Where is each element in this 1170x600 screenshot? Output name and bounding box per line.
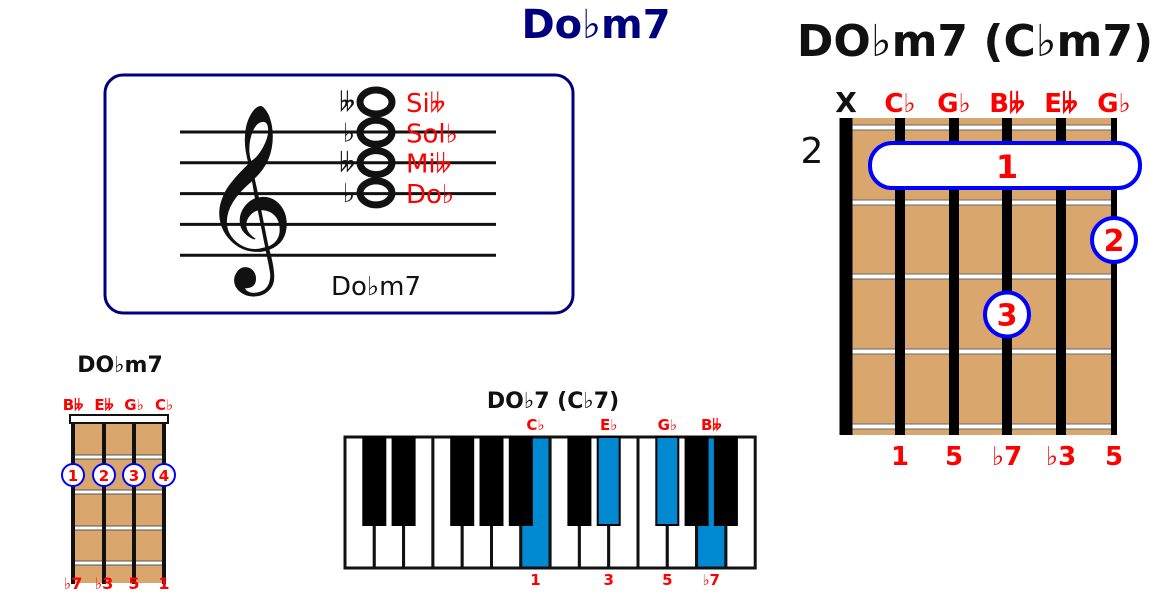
piano-note-label: C♭: [526, 416, 544, 434]
piano-black-key: [713, 436, 738, 526]
whole-note: [356, 116, 396, 148]
guitar-string-note: B𝄫: [989, 89, 1024, 119]
note-label: Mi𝄫: [406, 150, 451, 180]
accidental: 𝄫: [339, 88, 355, 118]
string-note-label: E𝄫: [94, 396, 113, 414]
finger-number: 3: [997, 299, 1018, 334]
piano-black-key: [567, 436, 592, 526]
ukulele-fret: [72, 454, 165, 460]
ukulele-fret: [72, 525, 165, 531]
piano-title: DO♭7 (C♭7): [487, 389, 619, 414]
muted-string-marker: X: [835, 86, 857, 119]
guitar-diagram: DO♭m7 (C♭m7) 2 X C♭ 1 G♭ 5 B𝄫 ♭7 E𝄫 ♭3 G♭ 5 1 2 3: [797, 16, 1153, 472]
finger-number: 3: [129, 467, 139, 485]
main-title: Do♭m7: [521, 2, 670, 48]
piano-black-key-highlighted: [596, 436, 621, 526]
piano-note-label: E♭: [600, 416, 617, 434]
ukulele-diagram: DO♭m7 B𝄫 1 ♭7 E𝄫 2 ♭3 G♭ 3 5 C♭ 4 1: [61, 353, 176, 593]
ukulele-title: DO♭m7: [77, 353, 163, 378]
piano-note-label: B𝄫: [701, 416, 721, 434]
accidental: 𝄫: [339, 149, 355, 179]
guitar-interval-label: ♭7: [992, 442, 1022, 472]
staff-panel: 𝄞 𝄫 Si𝄫 ♭ Sol♭ 𝄫 Mi𝄫 ♭ Do♭ Do♭m7: [103, 73, 575, 315]
piano-black-key: [479, 436, 504, 526]
whole-note: [356, 177, 396, 209]
piano-diagram: DO♭7 (C♭7) C♭ 1 E♭ 3 G♭ 5 B𝄫 ♭7: [343, 389, 757, 589]
staff-notes: 𝄫 Si𝄫 ♭ Sol♭ 𝄫 Mi𝄫 ♭ Do♭: [339, 86, 458, 210]
guitar-interval-label: 5: [945, 442, 963, 472]
interval-label: ♭7: [64, 574, 83, 593]
whole-note: [356, 147, 396, 179]
interval-label: ♭3: [95, 574, 114, 593]
interval-label: 1: [158, 574, 169, 593]
finger-dot: [92, 463, 116, 487]
ukulele-nut: [69, 414, 169, 424]
finger-number: 2: [99, 467, 109, 485]
guitar-string-note: G♭: [937, 89, 971, 119]
finger-number: 2: [1104, 224, 1125, 259]
piano-note-label: G♭: [658, 416, 677, 434]
staff-lines: [180, 130, 496, 257]
guitar-interval-label: 1: [891, 442, 909, 472]
start-fret-label: 2: [801, 131, 824, 172]
accidental: ♭: [343, 118, 355, 148]
guitar-interval-label: 5: [1105, 442, 1123, 472]
finger-dot: [122, 463, 146, 487]
guitar-string-note: E𝄫: [1044, 89, 1077, 119]
note-label: Sol♭: [406, 119, 458, 149]
guitar-string-note: C♭: [884, 89, 915, 119]
finger-dot: [1090, 216, 1138, 264]
barre-indicator: [868, 141, 1142, 190]
finger-dot: [61, 463, 85, 487]
guitar-fret: [845, 348, 1115, 355]
finger-number: 4: [159, 467, 169, 485]
piano-black-key: [450, 436, 475, 526]
piano-interval-label: 1: [530, 571, 540, 589]
guitar-fret: [845, 124, 1115, 131]
guitar-fret: [845, 423, 1115, 430]
staff-caption: Do♭m7: [331, 272, 421, 302]
piano-black-key: [508, 436, 533, 526]
piano-interval-label: 5: [662, 571, 672, 589]
guitar-string-note: G♭: [1097, 89, 1131, 119]
guitar-fret: [845, 199, 1115, 206]
guitar-interval-label: ♭3: [1046, 442, 1076, 472]
piano-black-key: [362, 436, 387, 526]
string-note-label: B𝄫: [63, 396, 83, 414]
finger-dot: [983, 290, 1031, 339]
string-note-label: C♭: [155, 396, 173, 414]
guitar-title: DO♭m7 (C♭m7): [797, 16, 1153, 67]
piano-interval-label: 3: [603, 571, 613, 589]
string-note-label: G♭: [124, 396, 143, 414]
note-label: Si𝄫: [406, 89, 445, 119]
piano-interval-label: ♭7: [702, 571, 720, 589]
guitar-fret: [845, 273, 1115, 280]
interval-label: 5: [128, 574, 139, 593]
ukulele-fret: [72, 489, 165, 495]
accidental: ♭: [343, 179, 355, 209]
finger-number: 1: [68, 467, 78, 485]
finger-dot: [152, 463, 176, 487]
ukulele-fretboard: [73, 422, 164, 583]
treble-clef-icon: 𝄞: [200, 101, 295, 297]
piano-black-key: [391, 436, 416, 526]
piano-black-key-highlighted: [655, 436, 680, 526]
whole-note: [356, 86, 396, 118]
piano-black-key: [684, 436, 709, 526]
ukulele-fret: [72, 560, 165, 566]
note-label: Do♭: [406, 180, 454, 210]
barre-finger-number: 1: [996, 148, 1018, 186]
